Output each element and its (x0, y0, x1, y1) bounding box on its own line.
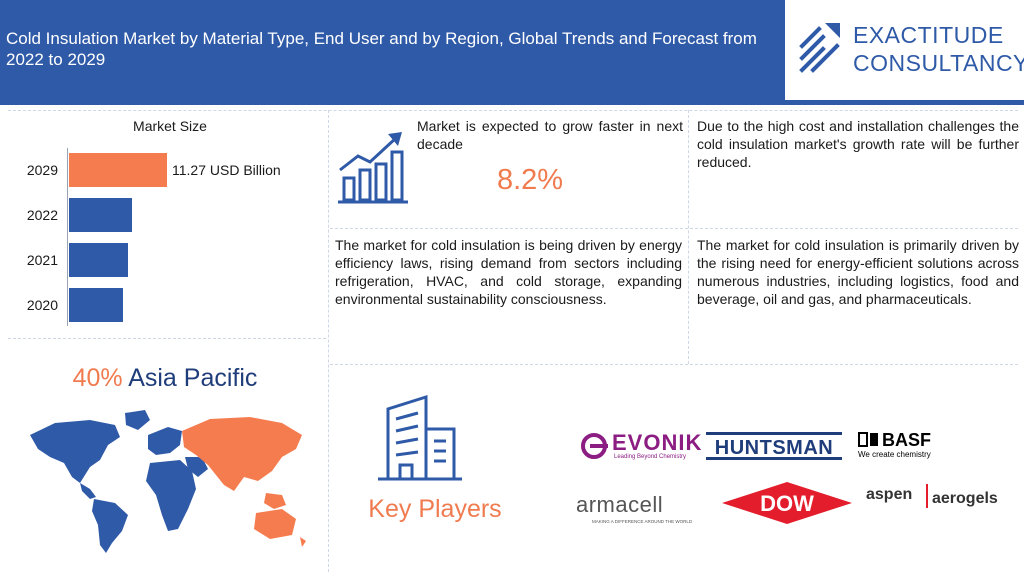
key-players-label: Key Players (368, 495, 502, 523)
market-size-value: 11.27 USD Billion (172, 162, 281, 178)
basf-logo[interactable]: BASF We create chemistry (858, 430, 948, 462)
huntsman-logo[interactable]: HUNTSMAN (706, 432, 842, 460)
divider (330, 364, 1018, 365)
aspen-aerogels-logo[interactable]: aspen aerogels (866, 484, 1014, 518)
aerogels-name: aerogels (932, 490, 998, 507)
basf-name: BASF (882, 430, 931, 450)
market-size-bar (69, 153, 167, 187)
armacell-tagline: MAKING A DIFFERENCE AROUND THE WORLD (592, 519, 693, 524)
divider (330, 228, 1018, 229)
dow-name: DOW (760, 491, 814, 516)
basf-mark-icon (858, 432, 878, 447)
divider (8, 338, 326, 339)
bar-year-label: 2021 (26, 252, 58, 268)
armacell-logo[interactable]: armacell MAKING A DIFFERENCE AROUND THE … (576, 492, 706, 528)
bar-year-label: 2029 (26, 162, 58, 178)
market-size-title: Market Size (133, 118, 207, 134)
challenge-text: Due to the high cost and installation ch… (697, 118, 1019, 170)
basf-tagline: We create chemistry (858, 450, 931, 459)
bar-growth-chart-icon (338, 132, 408, 204)
region-name: Asia Pacific (128, 364, 258, 392)
divider (8, 110, 1018, 111)
evonik-mark-icon (581, 433, 608, 459)
company-logo[interactable]: EXACTITUDE CONSULTANCY (781, 0, 1024, 100)
dow-logo[interactable]: DOW (722, 482, 852, 524)
market-size-bar (69, 243, 128, 277)
aspen-name: aspen (866, 486, 913, 503)
bar-year-label: 2020 (26, 297, 58, 313)
divider (328, 110, 329, 572)
driver-text-1: The market for cold insulation is being … (335, 237, 682, 307)
region-share: 40% Asia Pacific (0, 364, 330, 393)
aspen-divider (926, 484, 928, 508)
evonik-tagline: Leading Beyond Chemistry (614, 454, 687, 460)
dow-diamond-icon (722, 482, 852, 524)
huntsman-name: HUNTSMAN (714, 437, 834, 459)
growth-description: Market is expected to grow faster in nex… (417, 118, 683, 152)
evonik-name: EVONIK (612, 430, 703, 455)
world-map-icon (30, 410, 306, 553)
page-title: Cold Insulation Market by Material Type,… (6, 29, 757, 69)
growth-rate: 8.2% (496, 164, 564, 196)
region-share-percent: 40% (72, 364, 123, 392)
divider (688, 110, 689, 364)
chart-axis (67, 148, 68, 326)
market-size-bar (69, 288, 123, 322)
armacell-name: armacell (576, 492, 664, 517)
logo-text-line2: CONSULTANCY (853, 50, 1024, 76)
office-building-icon (378, 394, 462, 481)
driver-text-2: The market for cold insulation is primar… (697, 237, 1019, 307)
bar-year-label: 2022 (26, 207, 58, 223)
market-size-bar (69, 198, 132, 232)
upward-arrows-icon (799, 23, 840, 73)
evonik-logo[interactable]: EVONIK Leading Beyond Chemistry (580, 430, 701, 464)
logo-text-line1: EXACTITUDE (853, 22, 1004, 48)
